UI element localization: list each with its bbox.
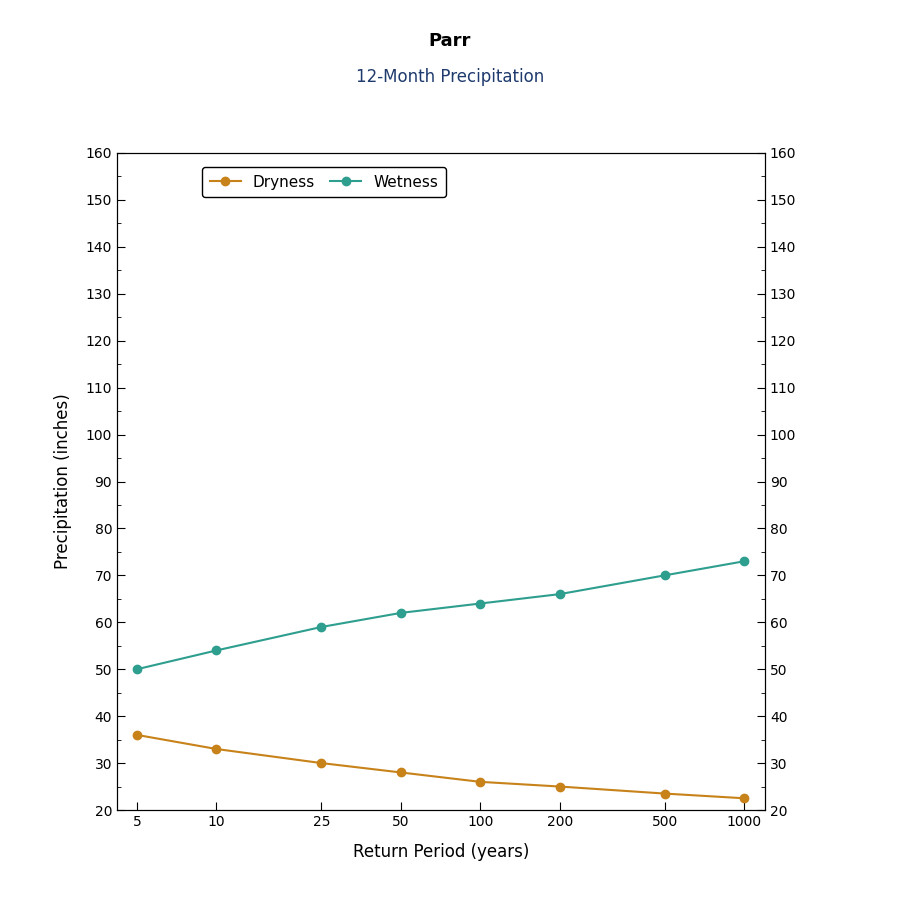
Dryness	[475, 777, 486, 788]
Wetness	[131, 664, 142, 675]
Dryness	[131, 730, 142, 741]
Text: 12-Month Precipitation: 12-Month Precipitation	[356, 68, 544, 86]
Dryness	[739, 793, 750, 804]
Y-axis label: Precipitation (inches): Precipitation (inches)	[54, 393, 72, 570]
Wetness	[739, 556, 750, 567]
Dryness	[211, 743, 221, 754]
Wetness	[475, 598, 486, 609]
Wetness	[660, 570, 670, 580]
Wetness	[211, 645, 221, 656]
Wetness	[395, 608, 406, 618]
Line: Wetness: Wetness	[133, 557, 748, 673]
Text: Parr: Parr	[428, 32, 472, 50]
Dryness	[660, 788, 670, 799]
Wetness	[554, 589, 565, 599]
Line: Dryness: Dryness	[133, 731, 748, 803]
Dryness	[554, 781, 565, 792]
Dryness	[316, 758, 327, 769]
Dryness	[395, 767, 406, 778]
Legend: Dryness, Wetness: Dryness, Wetness	[202, 167, 446, 197]
X-axis label: Return Period (years): Return Period (years)	[353, 842, 529, 860]
Wetness	[316, 622, 327, 633]
